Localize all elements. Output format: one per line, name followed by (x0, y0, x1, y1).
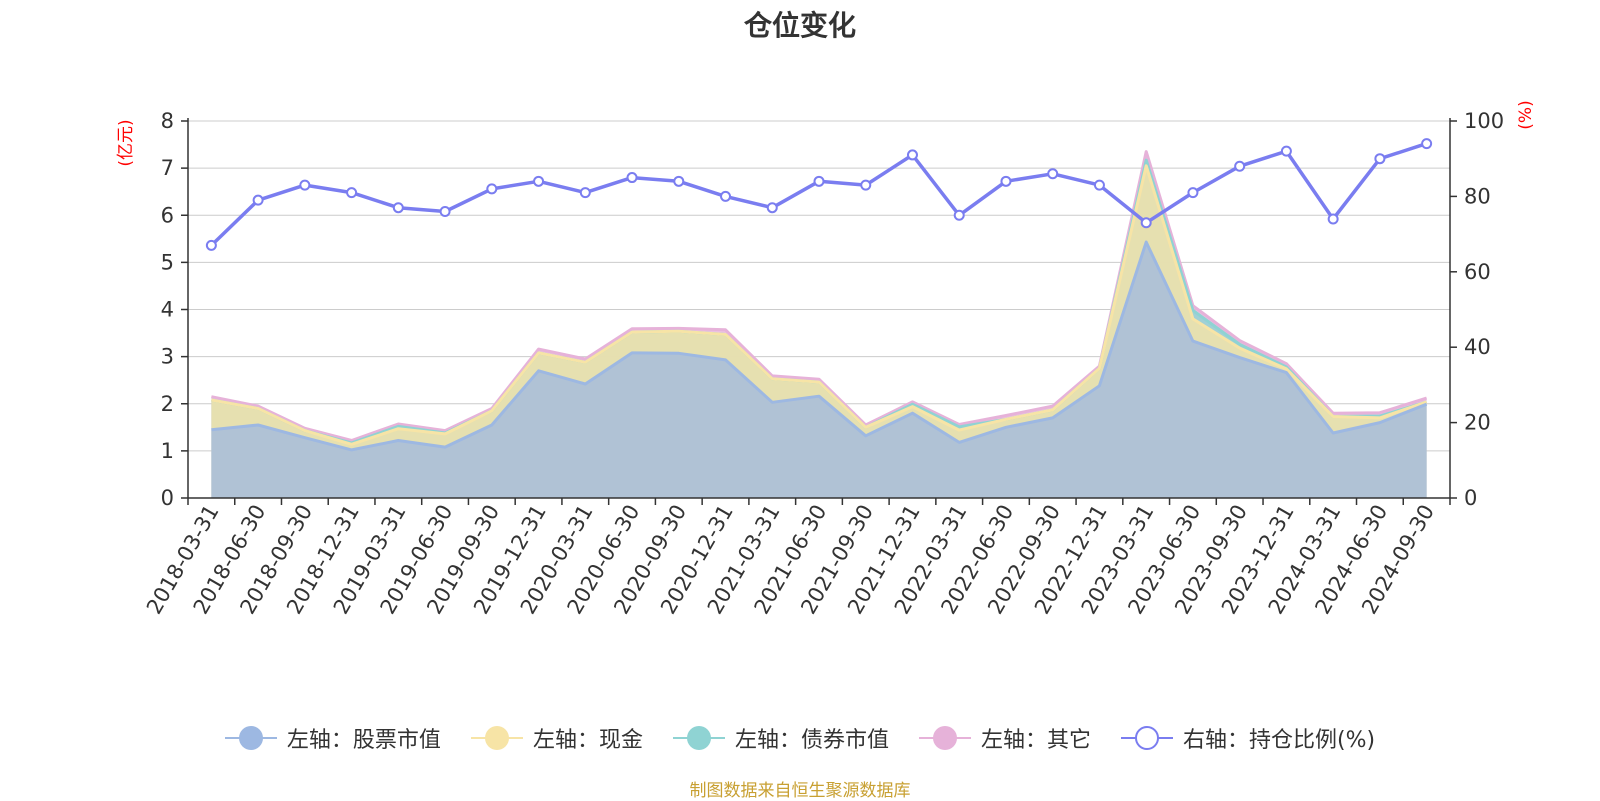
ratio-point (1374, 153, 1386, 165)
ratio-line (210, 141, 1428, 247)
ratio-line-group (205, 138, 1433, 251)
legend-label: 左轴：其它 (980, 728, 1091, 753)
legend-label: 左轴：债券市值 (734, 728, 889, 753)
legend-swatch-icon (470, 726, 523, 750)
ratio-point (1047, 168, 1059, 180)
left-tick-label: 1 (161, 439, 174, 463)
legend-item-other[interactable]: 左轴：其它 (918, 722, 1091, 754)
chart-title: 仓位变化 (743, 9, 856, 42)
ratio-point (953, 209, 965, 221)
ratio-point (1421, 138, 1433, 150)
ratio-point (205, 239, 217, 251)
ratio-point (1140, 217, 1152, 229)
chart-canvas: 0123456780204060801002018-03-312018-06-3… (116, 100, 1536, 618)
line-cash (211, 164, 1428, 446)
ratio-point (299, 179, 311, 191)
ratio-point (860, 179, 872, 191)
ratio-point (533, 175, 545, 187)
ratio-point (1000, 175, 1012, 187)
legend-swatch-icon (672, 726, 725, 750)
ratio-point (1280, 145, 1292, 157)
legend-swatch-icon (1120, 726, 1173, 750)
right-tick-label: 60 (1464, 260, 1491, 284)
ratio-point (392, 202, 404, 214)
ratio-point (1327, 213, 1339, 225)
left-tick-label: 2 (161, 392, 174, 416)
ratio-point (439, 205, 451, 217)
ratio-point (813, 175, 825, 187)
legend-item-cash[interactable]: 左轴：现金 (470, 722, 643, 754)
right-axis-unit: (%) (1516, 100, 1536, 129)
left-tick-label: 3 (161, 345, 174, 369)
right-tick-label: 0 (1464, 486, 1477, 510)
right-tick-label: 100 (1464, 109, 1504, 133)
ratio-point (906, 149, 918, 161)
ratio-point (486, 183, 498, 195)
stacked-areas (211, 150, 1428, 499)
ratio-point (252, 194, 264, 206)
legend-item-bond[interactable]: 左轴：债券市值 (672, 722, 889, 754)
legend-swatch-icon (224, 726, 277, 750)
left-axis-unit: (亿元) (116, 119, 136, 166)
left-tick-label: 6 (161, 203, 174, 227)
legend-swatch-icon (918, 726, 971, 750)
line-other (211, 150, 1428, 442)
line-stock (211, 240, 1428, 452)
ratio-point (579, 187, 591, 199)
right-tick-label: 80 (1464, 184, 1491, 208)
left-tick-label: 8 (161, 109, 174, 133)
legend-item-stock[interactable]: 左轴：股票市值 (224, 722, 441, 754)
legend-label: 左轴：现金 (532, 728, 643, 753)
ratio-point (1234, 160, 1246, 172)
left-tick-label: 4 (161, 298, 174, 322)
left-tick-label: 5 (161, 250, 174, 274)
ratio-point (766, 202, 778, 214)
ratio-point (1093, 179, 1105, 191)
ratio-point (626, 172, 638, 184)
legend-label: 右轴：持仓比例(%) (1182, 728, 1376, 753)
ratio-point (1187, 187, 1199, 199)
right-tick-label: 40 (1464, 335, 1491, 359)
left-tick-label: 7 (161, 156, 174, 180)
ratio-point (673, 175, 685, 187)
legend-label: 左轴：股票市值 (286, 728, 441, 753)
right-tick-label: 20 (1464, 411, 1491, 435)
legend-item-ratio[interactable]: 右轴：持仓比例(%) (1120, 722, 1376, 754)
ratio-point (346, 187, 358, 199)
legend: 左轴：股票市值 左轴：现金 左轴：债券市值 左轴：其它 右轴：持仓比例(%) (0, 722, 1600, 754)
axes: 0123456780204060801002018-03-312018-06-3… (142, 109, 1504, 618)
ratio-point (720, 190, 732, 202)
source-note: 制图数据来自恒生聚源数据库 (689, 781, 911, 801)
area-stock (211, 242, 1427, 498)
left-tick-label: 0 (161, 486, 174, 510)
